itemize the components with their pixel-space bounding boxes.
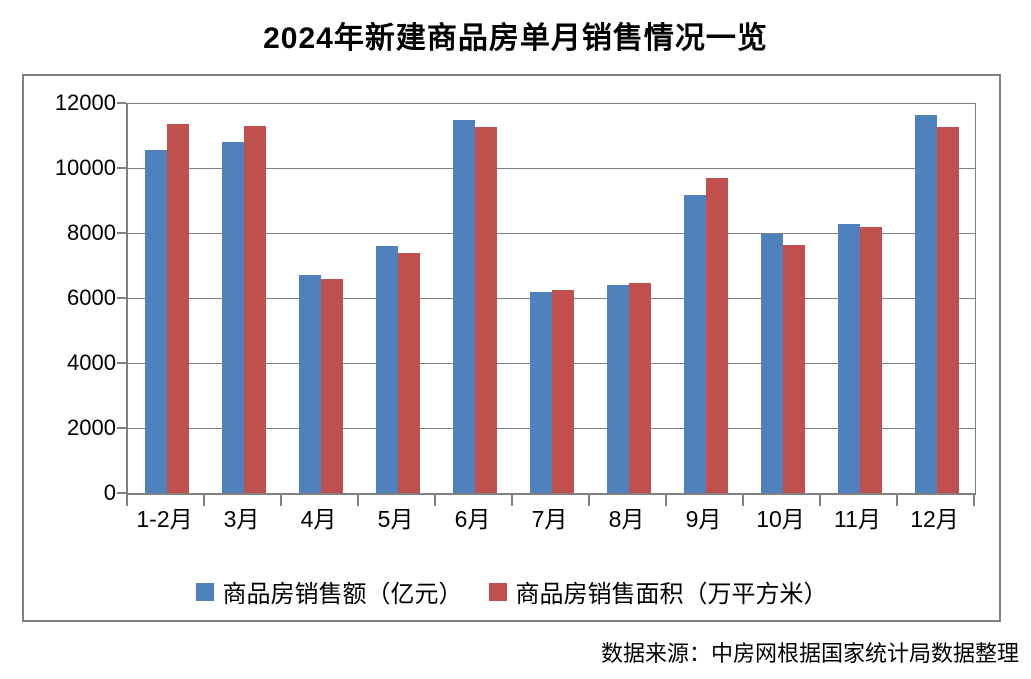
legend: 商品房销售额（亿元） 商品房销售面积（万平方米）: [24, 574, 999, 609]
x-tick-label: 1-2月: [136, 506, 193, 532]
x-tick-label: 3月: [223, 506, 260, 532]
y-tick-label: 2000: [67, 415, 116, 440]
x-tick-label: 10月: [756, 506, 805, 532]
bar-series2-1: [166, 123, 189, 493]
y-tick-mark: [117, 427, 126, 429]
x-tick-mark: [973, 493, 975, 506]
bar-series1-5: [452, 120, 475, 493]
y-tick-mark: [117, 362, 126, 364]
bar-series1-6: [529, 291, 552, 493]
bar-series2-3: [320, 279, 343, 493]
x-tick-mark: [126, 493, 128, 506]
bar-series2-10: [859, 226, 882, 493]
gridline: [128, 168, 975, 169]
plot-area: [126, 103, 976, 495]
bar-series2-9: [782, 244, 805, 493]
x-tick-label: 12月: [910, 506, 959, 532]
x-tick-mark: [280, 493, 282, 506]
legend-label-sales-area: 商品房销售面积（万平方米）: [515, 581, 828, 608]
x-tick-mark: [742, 493, 744, 506]
bar-series2-6: [551, 290, 574, 493]
chart-frame: 商品房销售额（亿元） 商品房销售面积（万平方米） 0 2000 4000 6000 80…: [22, 74, 1001, 622]
x-tick-label: 11月: [834, 506, 881, 532]
y-tick-mark: [117, 167, 126, 169]
bar-series1-8: [683, 195, 706, 493]
bar-series1-9: [760, 233, 783, 493]
legend-swatch-blue-icon: [195, 582, 214, 601]
x-tick-label: 7月: [531, 506, 568, 532]
bar-series2-8: [705, 178, 728, 493]
bar-series1-7: [606, 285, 629, 493]
x-tick-mark: [588, 493, 590, 506]
x-tick-mark: [511, 493, 513, 506]
y-tick-label: 4000: [67, 350, 116, 375]
bar-series1-3: [298, 274, 321, 493]
y-tick-label: 10000: [54, 155, 116, 180]
chart-title: 2024年新建商品房单月销售情况一览: [263, 22, 768, 55]
x-tick-label: 9月: [685, 506, 722, 532]
x-tick-mark: [819, 493, 821, 506]
bar-series2-7: [628, 283, 651, 493]
bar-series1-1: [144, 149, 167, 493]
x-tick-mark: [357, 493, 359, 506]
y-tick-mark: [117, 492, 126, 494]
legend-item-sales-area: 商品房销售面积（万平方米）: [488, 574, 828, 609]
bar-series2-4: [397, 252, 420, 493]
bar-series2-2: [243, 125, 266, 493]
gridline: [128, 103, 975, 104]
y-tick-label: 12000: [54, 90, 116, 115]
y-tick-mark: [117, 297, 126, 299]
legend-item-sales-value: 商品房销售额（亿元）: [195, 574, 463, 609]
y-tick-label: 6000: [67, 285, 116, 310]
bar-series1-4: [375, 246, 398, 493]
bar-series1-11: [914, 115, 937, 493]
legend-label-sales-value: 商品房销售额（亿元）: [222, 581, 463, 608]
bar-series1-2: [221, 142, 244, 493]
source-note: 数据来源：中房网根据国家统计局数据整理: [600, 641, 1019, 666]
x-tick-mark: [896, 493, 898, 506]
y-tick-mark: [117, 232, 126, 234]
y-tick-mark: [117, 102, 126, 104]
y-tick-label: 0: [103, 480, 116, 505]
x-tick-label: 4月: [300, 506, 337, 532]
x-tick-label: 5月: [377, 506, 414, 532]
x-tick-mark: [434, 493, 436, 506]
bar-series2-5: [474, 126, 497, 493]
x-tick-label: 8月: [608, 506, 645, 532]
x-tick-mark: [665, 493, 667, 506]
x-tick-label: 6月: [454, 506, 491, 532]
gridline: [128, 233, 975, 234]
legend-swatch-red-icon: [488, 582, 507, 601]
x-tick-mark: [203, 493, 205, 506]
bar-series1-10: [837, 224, 860, 493]
y-tick-label: 8000: [67, 220, 116, 245]
bar-series2-11: [936, 126, 959, 493]
